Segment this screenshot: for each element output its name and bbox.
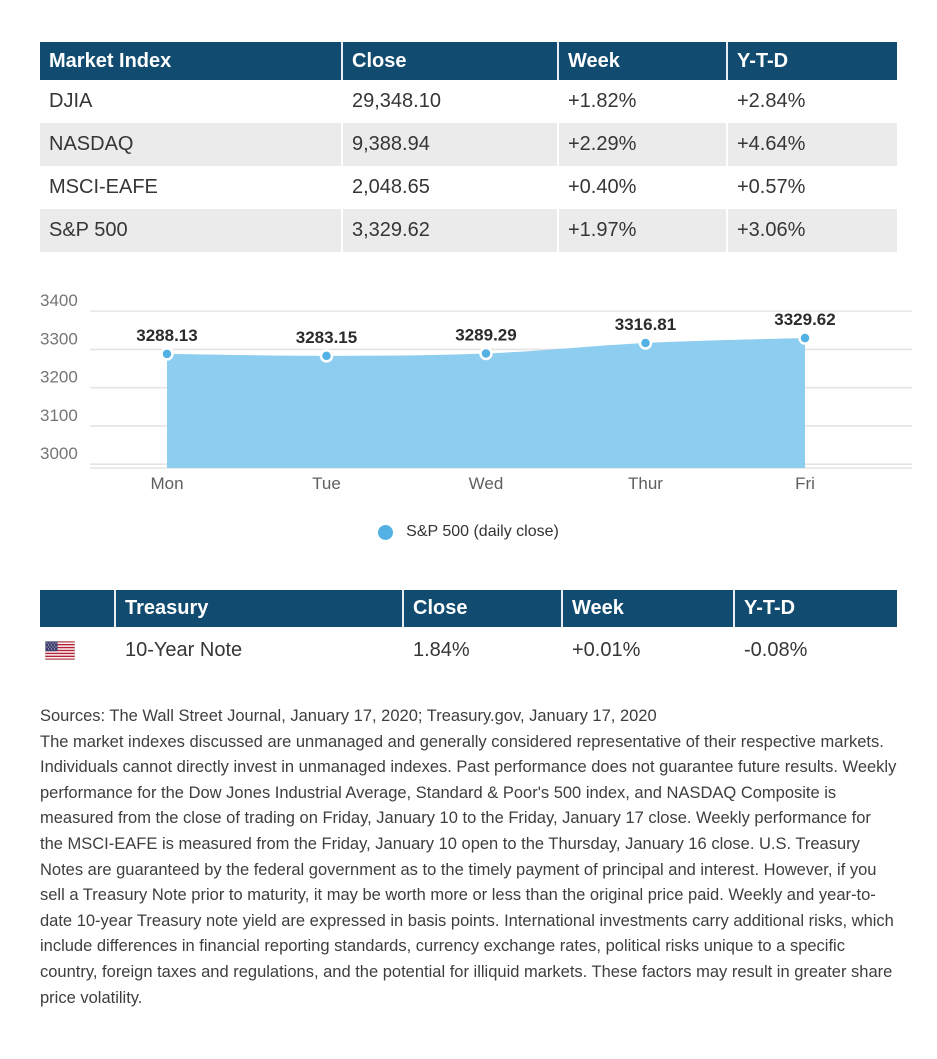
y-tick-label: 3100 <box>40 406 78 425</box>
footer-disclaimer: Sources: The Wall Street Journal, Januar… <box>40 704 897 1011</box>
flag-cell <box>40 627 114 673</box>
area-series <box>167 338 805 468</box>
index-name: S&P 500 <box>40 209 341 252</box>
x-axis-label: Wed <box>469 474 504 493</box>
x-axis-label: Tue <box>312 474 341 493</box>
header-ytd: Y-T-D <box>726 42 897 80</box>
data-point <box>319 349 334 363</box>
y-tick-label: 3400 <box>40 292 78 310</box>
index-week: +1.97% <box>557 209 726 252</box>
index-name: MSCI-EAFE <box>40 166 341 209</box>
chart-canvas: 3000 3100 3200 3300 3400 3288.13 Mon 3283.15 Tue… <box>40 292 912 493</box>
header-week: Week <box>557 42 726 80</box>
data-point <box>638 336 653 350</box>
point-label: 3283.15 <box>296 328 357 347</box>
point-label: 3288.13 <box>136 326 197 345</box>
y-tick-label: 3300 <box>40 329 78 348</box>
market-summary-page: Market Index Close Week Y-T-D DJIA 29,34… <box>40 42 912 1011</box>
header-week: Week <box>561 590 733 627</box>
index-week: +2.29% <box>557 123 726 166</box>
sources-line: Sources: The Wall Street Journal, Januar… <box>40 707 657 725</box>
table-row-msci-eafe: MSCI-EAFE 2,048.65 +0.40% +0.57% <box>40 166 897 209</box>
header-ytd: Y-T-D <box>733 590 897 627</box>
header-treasury: Treasury <box>114 590 402 627</box>
table-row-djia: DJIA 29,348.10 +1.82% +2.84% <box>40 80 897 123</box>
header-close: Close <box>402 590 561 627</box>
data-point <box>479 346 493 361</box>
index-ytd: +4.64% <box>726 123 897 166</box>
y-tick-label: 3200 <box>40 368 78 387</box>
index-close: 2,048.65 <box>341 166 557 209</box>
index-close: 29,348.10 <box>341 80 557 123</box>
y-tick-label: 3000 <box>40 444 78 463</box>
treasury-table: Treasury Close Week Y-T-D <box>40 590 897 673</box>
disclaimer-text: The market indexes discussed are unmanag… <box>40 732 897 1007</box>
index-ytd: +2.84% <box>726 80 897 123</box>
data-point <box>798 331 812 345</box>
header-market-index: Market Index <box>40 42 341 80</box>
us-flag-icon <box>45 640 75 660</box>
table-row-sp500: S&P 500 3,329.62 +1.97% +3.06% <box>40 209 897 252</box>
index-week: +1.82% <box>557 80 726 123</box>
treasury-header-row: Treasury Close Week Y-T-D <box>40 590 897 627</box>
point-label: 3329.62 <box>774 310 835 329</box>
data-point <box>160 347 174 361</box>
market-index-table: Market Index Close Week Y-T-D DJIA 29,34… <box>40 42 897 252</box>
point-label: 3316.81 <box>615 315 676 334</box>
index-ytd: +0.57% <box>726 166 897 209</box>
treasury-ytd: -0.08% <box>733 627 897 673</box>
treasury-week: +0.01% <box>561 627 733 673</box>
sp500-legend-marker-icon <box>378 524 394 540</box>
x-axis-label: Fri <box>795 474 815 493</box>
market-table-header-row: Market Index Close Week Y-T-D <box>40 42 897 80</box>
table-row-nasdaq: NASDAQ 9,388.94 +2.29% +4.64% <box>40 123 897 166</box>
index-name: NASDAQ <box>40 123 341 166</box>
index-name: DJIA <box>40 80 341 123</box>
treasury-close: 1.84% <box>402 627 561 673</box>
header-close: Close <box>341 42 557 80</box>
index-close: 9,388.94 <box>341 123 557 166</box>
header-flag-spacer <box>40 590 114 627</box>
x-axis-label: Thur <box>628 474 663 493</box>
index-week: +0.40% <box>557 166 726 209</box>
sp500-weekly-chart: 3000 3100 3200 3300 3400 3288.13 Mon 3283.15 Tue… <box>40 292 912 543</box>
treasury-name: 10-Year Note <box>114 627 402 673</box>
x-axis-label: Mon <box>150 474 183 493</box>
table-row-10-year-note: 10-Year Note 1.84% +0.01% -0.08% <box>40 627 897 673</box>
index-close: 3,329.62 <box>341 209 557 252</box>
chart-legend: S&P 500 (daily close) <box>40 521 897 543</box>
legend-label: S&P 500 (daily close) <box>406 523 559 540</box>
point-label: 3289.29 <box>455 325 516 344</box>
index-ytd: +3.06% <box>726 209 897 252</box>
